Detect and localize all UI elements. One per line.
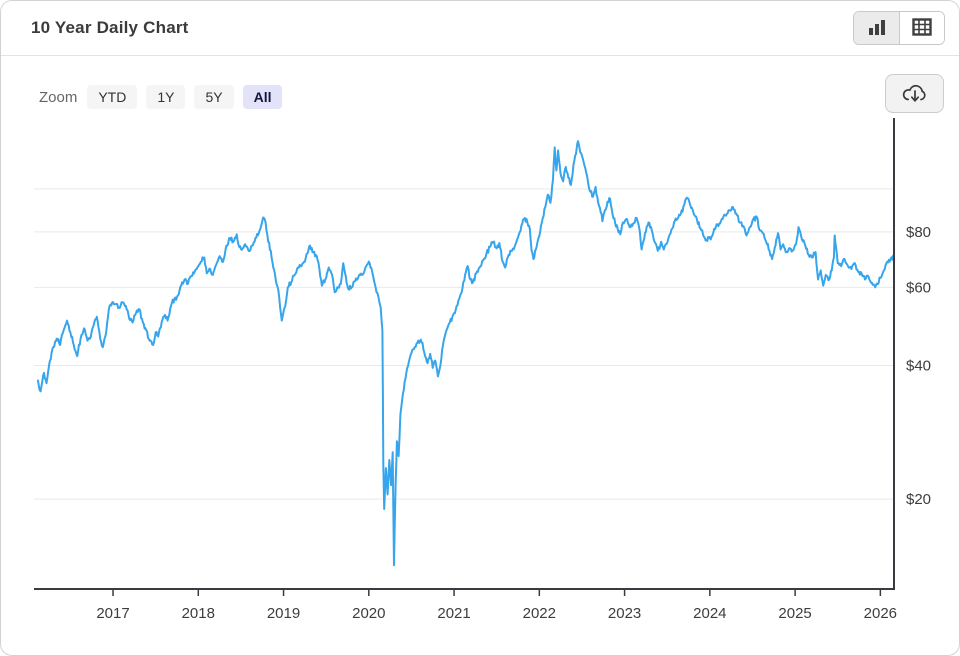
- download-button[interactable]: [885, 74, 944, 113]
- zoom-button-1y[interactable]: 1Y: [146, 85, 186, 109]
- table-icon: [912, 17, 932, 39]
- cloud-download-icon: [900, 80, 930, 108]
- x-axis-label: 2024: [693, 605, 726, 622]
- x-axis-label: 2018: [182, 605, 215, 622]
- zoom-button-ytd[interactable]: YTD: [87, 85, 138, 109]
- x-axis-label: 2017: [96, 605, 129, 622]
- x-axis-label: 2023: [608, 605, 641, 622]
- y-axis-label: $40: [906, 358, 931, 375]
- x-axis-label: 2026: [864, 605, 897, 622]
- view-toggle: [853, 11, 945, 45]
- y-axis-label: $60: [906, 279, 931, 296]
- y-axis-label: $80: [906, 224, 931, 241]
- zoom-controls: Zoom YTD 1Y 5Y All: [39, 85, 283, 109]
- x-axis-label: 2022: [523, 605, 556, 622]
- x-axis-label: 2025: [778, 605, 811, 622]
- zoom-button-5y[interactable]: 5Y: [194, 85, 234, 109]
- price-line-series: [37, 140, 895, 567]
- x-axis-label: 2019: [267, 605, 300, 622]
- x-axis-label: 2020: [352, 605, 385, 622]
- bar-chart-icon: [867, 17, 887, 40]
- zoom-button-all[interactable]: All: [242, 85, 283, 109]
- table-view-button[interactable]: [899, 12, 944, 44]
- x-axis-label: 2021: [437, 605, 470, 622]
- chart-view-button[interactable]: [854, 12, 899, 44]
- page-title: 10 Year Daily Chart: [31, 18, 189, 37]
- card-header: 10 Year Daily Chart: [1, 1, 959, 56]
- y-axis-label: $20: [906, 491, 931, 508]
- zoom-label: Zoom: [39, 88, 78, 106]
